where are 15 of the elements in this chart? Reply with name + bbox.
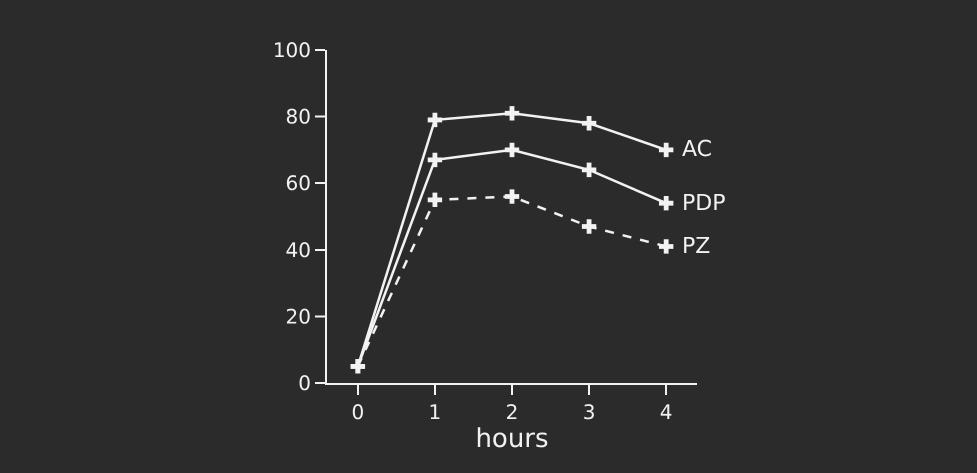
x-tick-label: 4 [660,400,673,424]
series-label: PZ [682,234,710,259]
y-tick-label: 60 [286,171,311,196]
y-tick-label: 20 [286,304,311,328]
y-tick-label: 0 [298,371,311,395]
series-label: PDP [682,191,726,216]
y-tick-label: 40 [286,238,311,262]
x-tick-label: 3 [582,400,596,424]
x-tick-label: 2 [506,400,518,424]
y-tick-label: 100 [272,38,311,62]
x-tick-label: 1 [428,400,442,424]
y-tick-label: 80 [286,104,311,129]
x-axis-title: hours [475,424,549,454]
series-label: AC [682,137,712,162]
x-tick-label: 0 [351,400,364,424]
